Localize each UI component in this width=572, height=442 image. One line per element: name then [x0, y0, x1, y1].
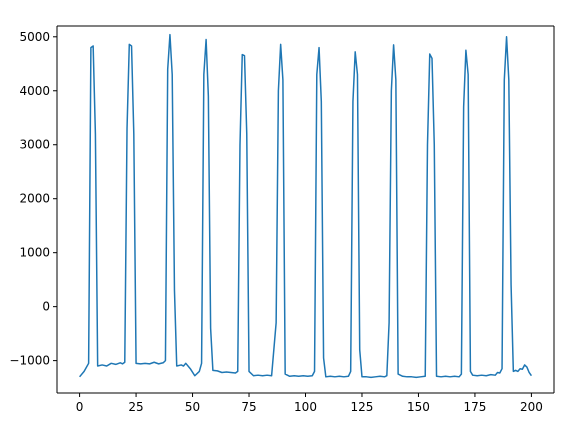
- x-tick-label: 25: [128, 400, 143, 414]
- x-tick-label: 100: [294, 400, 317, 414]
- y-tick-label: 4000: [19, 84, 50, 98]
- x-tick-label: 75: [241, 400, 256, 414]
- series-layer: [79, 33, 533, 379]
- y-tick-label: 2000: [19, 192, 50, 206]
- series-line: [79, 33, 533, 379]
- x-tick-label: 175: [463, 400, 486, 414]
- y-tick-label: 1000: [19, 246, 50, 260]
- x-tick-label: 125: [351, 400, 374, 414]
- y-tick-label: −1000: [9, 354, 50, 368]
- y-axis-ticks: −1000 0 1000 2000 3000 4000 5000: [9, 30, 57, 368]
- plot-area: [57, 26, 554, 393]
- x-axis-ticks: 0 25 50 75 100 125 150 175 200: [76, 393, 543, 414]
- y-tick-label: 5000: [19, 30, 50, 44]
- x-tick-label: 0: [76, 400, 84, 414]
- y-tick-label: 3000: [19, 138, 50, 152]
- y-tick-label: 0: [42, 300, 50, 314]
- x-tick-label: 150: [407, 400, 430, 414]
- x-tick-label: 200: [520, 400, 543, 414]
- x-tick-label: 50: [185, 400, 200, 414]
